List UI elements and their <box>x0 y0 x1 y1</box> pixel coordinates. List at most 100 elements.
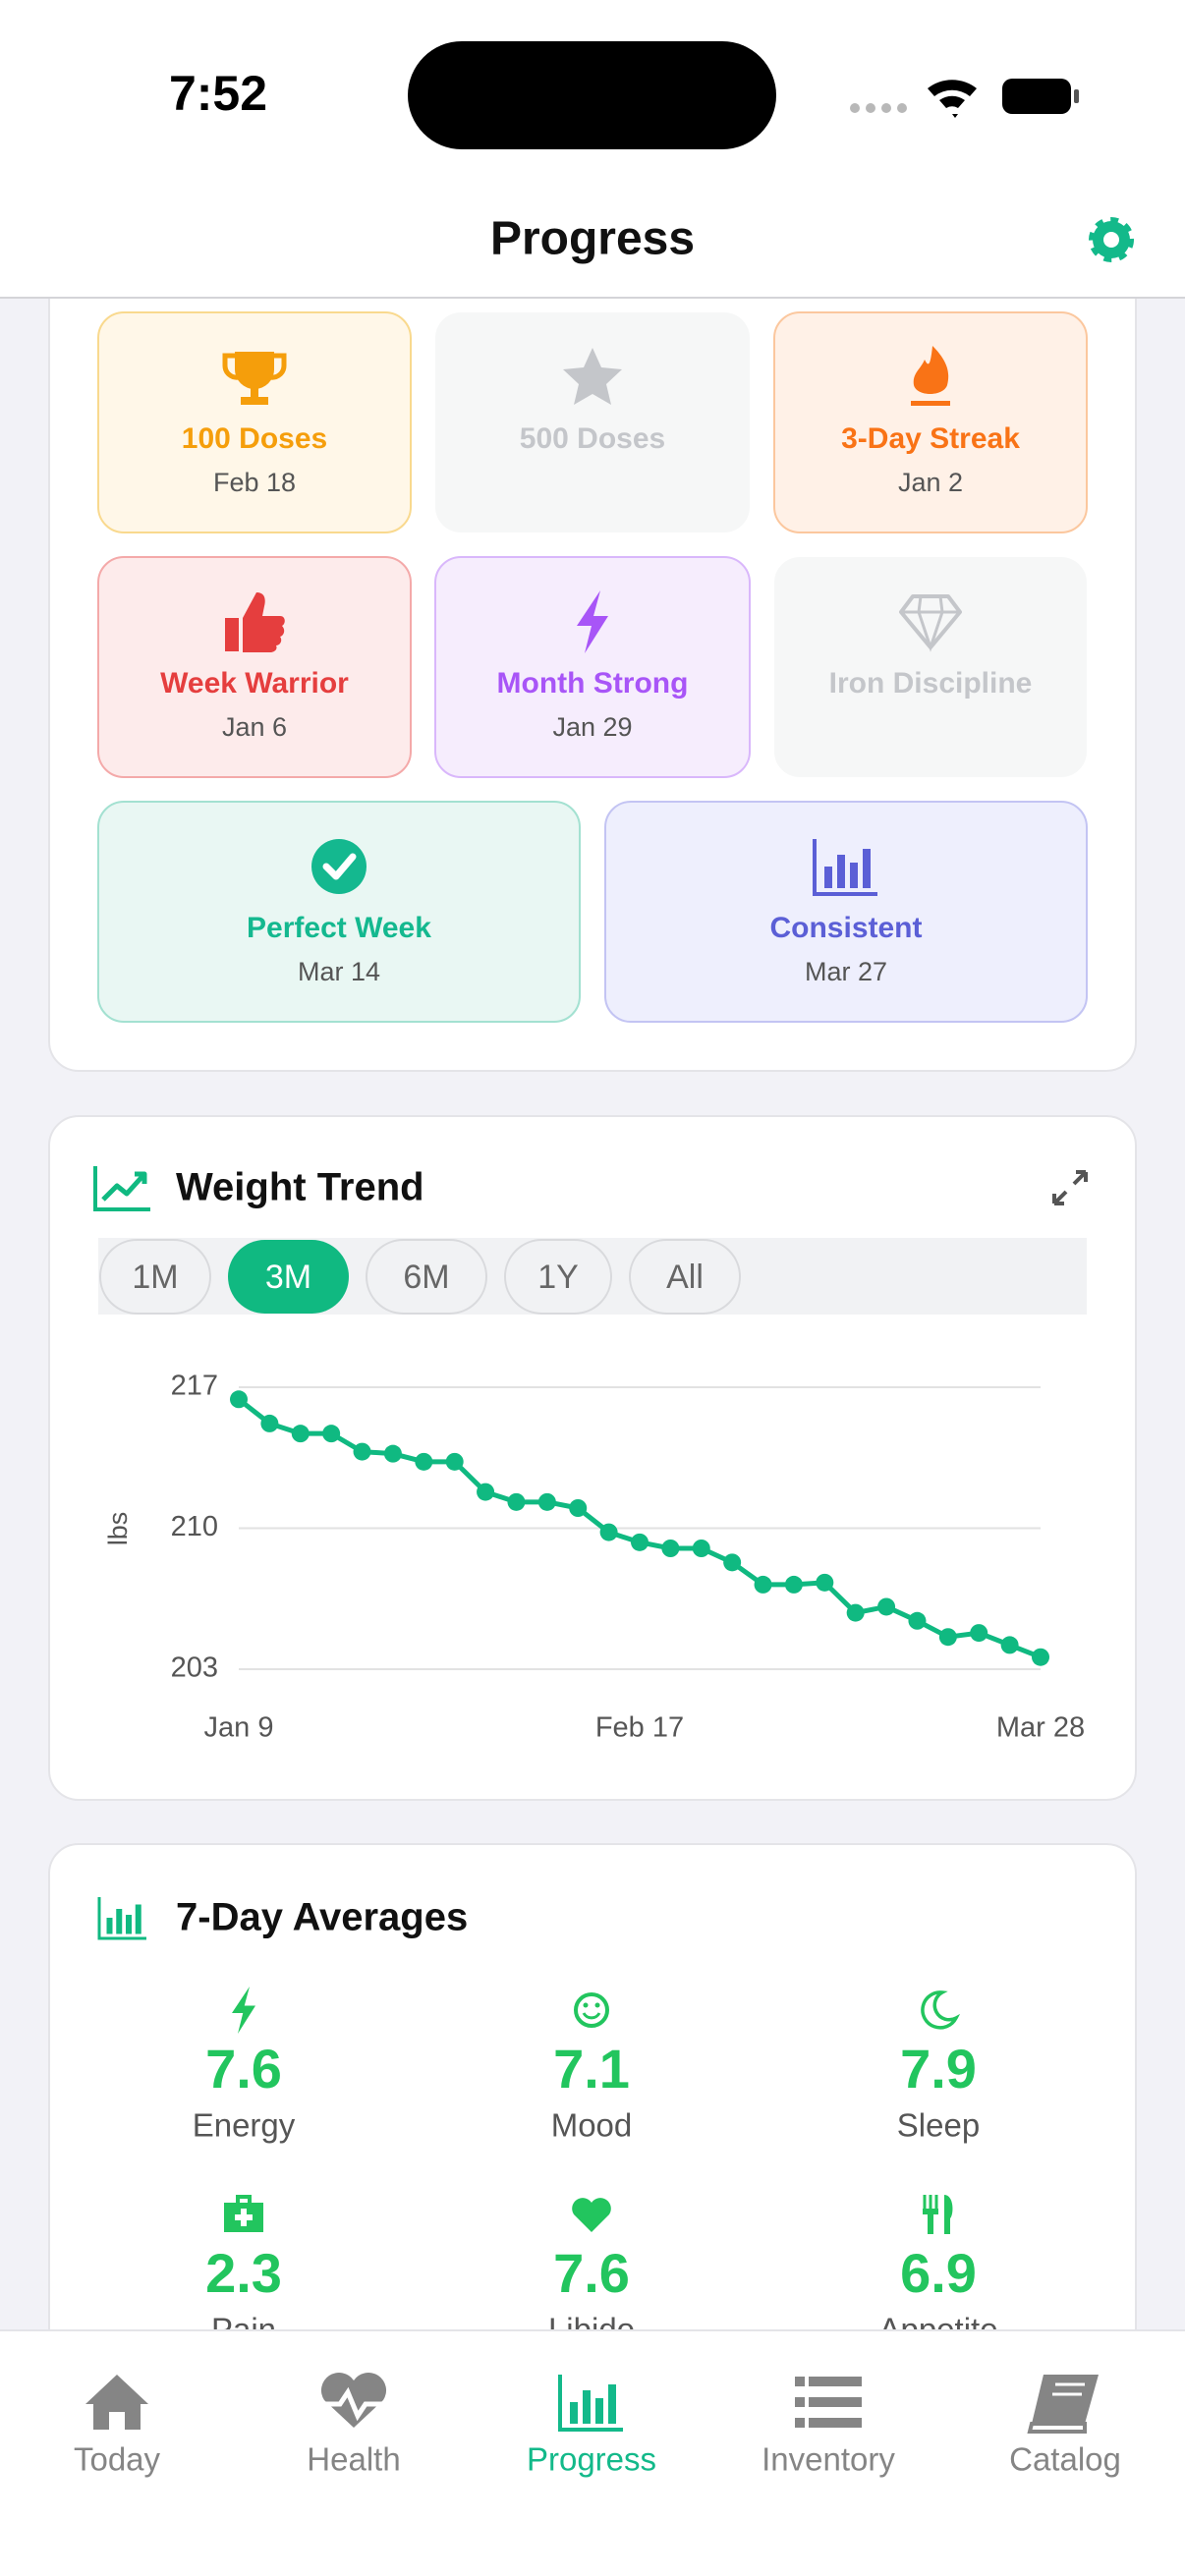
icon-part <box>921 1990 961 2030</box>
icon-part <box>106 1904 141 1934</box>
icon-part <box>583 2002 589 2008</box>
dynamic-island <box>408 41 776 149</box>
data-point <box>723 1553 742 1572</box>
card <box>48 1115 1137 1801</box>
period-pill <box>629 1239 741 1315</box>
badge-bg <box>434 556 751 778</box>
average-value: 7.6 <box>553 2242 630 2304</box>
data-point <box>230 1390 248 1409</box>
period-button[interactable]: 3M <box>228 1240 349 1314</box>
badge-bg <box>604 801 1088 1023</box>
period-label: 1Y <box>537 1259 579 1296</box>
icon-part <box>570 2384 616 2424</box>
tab-bar-bg <box>0 2330 1185 2576</box>
icon[interactable] <box>1089 217 1134 262</box>
data-point <box>846 1603 865 1622</box>
icon-part <box>899 594 962 649</box>
wifi-icon <box>928 80 977 118</box>
tab-item[interactable]: Catalog <box>1009 2375 1121 2478</box>
period-button[interactable]: 1Y <box>504 1239 612 1315</box>
icon-part <box>582 2012 601 2020</box>
icon <box>563 348 622 405</box>
icon-part <box>232 1987 255 2034</box>
data-point <box>816 1573 834 1592</box>
icon <box>574 1992 609 2028</box>
icon-part <box>225 618 239 651</box>
icon-part <box>1052 2382 1085 2396</box>
data-point <box>260 1414 279 1432</box>
y-tick-label: 217 <box>171 1371 218 1402</box>
achievement-badge: 100 Doses Feb 18 <box>97 311 412 533</box>
icon <box>224 2195 263 2232</box>
icon-part <box>85 2375 148 2430</box>
icon-part <box>577 590 608 653</box>
tab-item[interactable]: Health <box>307 2372 401 2478</box>
tab-item[interactable]: Inventory <box>762 2377 895 2478</box>
average-value: 7.1 <box>553 2038 630 2100</box>
period-button[interactable]: 6M <box>366 1239 487 1315</box>
average-value: 7.6 <box>205 2038 282 2100</box>
tab-label: Inventory <box>762 2441 895 2478</box>
data-point <box>537 1492 556 1511</box>
icon <box>93 1166 150 1211</box>
battery-tip <box>1074 89 1079 103</box>
icon <box>911 346 950 406</box>
icon-part <box>1052 1170 1088 1205</box>
achievement-badge: Consistent Mar 27 <box>604 801 1088 1023</box>
period-button[interactable]: 1M <box>99 1239 211 1315</box>
data-point <box>477 1483 495 1501</box>
icon <box>572 2198 611 2232</box>
data-point <box>1032 1648 1049 1666</box>
icon-part <box>911 401 950 406</box>
icon-part <box>311 839 367 894</box>
signal-dot <box>881 103 891 113</box>
badge-title: Iron Discipline <box>829 667 1033 700</box>
icon-part <box>222 353 240 380</box>
badge-title: 3-Day Streak <box>841 422 1020 455</box>
icon-part <box>322 853 357 880</box>
badge-date: Feb 18 <box>213 468 296 497</box>
icon <box>232 1987 255 2034</box>
data-point <box>970 1624 988 1643</box>
badge-bg <box>773 311 1088 533</box>
icon <box>577 590 608 653</box>
period-button[interactable]: All <box>629 1239 741 1315</box>
icon-part <box>1027 2422 1087 2434</box>
icon-part <box>594 2002 600 2008</box>
y-tick-label: 210 <box>171 1511 218 1542</box>
tab-label: Health <box>307 2441 400 2478</box>
icon-part <box>235 352 274 389</box>
data-point <box>383 1444 402 1463</box>
data-point <box>507 1492 526 1511</box>
icon-part <box>97 1897 146 1940</box>
tab-label: Today <box>74 2441 161 2478</box>
badge-title: Consistent <box>769 912 922 944</box>
icon-part <box>574 1992 609 2028</box>
icon-part <box>243 592 285 652</box>
tab-item[interactable]: Progress <box>527 2375 656 2478</box>
data-point <box>569 1499 588 1517</box>
achievement-badge: 3-Day Streak Jan 2 <box>773 311 1088 533</box>
tab-item[interactable]: Today <box>74 2375 161 2478</box>
data-point <box>631 1533 649 1551</box>
icon-part <box>251 387 258 397</box>
icon-part <box>572 2198 611 2232</box>
icon <box>921 1990 961 2030</box>
data-point <box>291 1425 310 1443</box>
signal-dot <box>866 103 875 113</box>
x-tick-label: Mar 28 <box>996 1712 1085 1744</box>
period-label: 3M <box>265 1259 311 1296</box>
data-point <box>938 1628 957 1647</box>
signal-dot <box>897 103 907 113</box>
icon-part <box>913 346 949 394</box>
data-point <box>754 1575 772 1594</box>
period-label: 1M <box>132 1259 178 1296</box>
icon <box>923 2195 953 2234</box>
icon <box>558 2375 623 2432</box>
badge-title: 500 Doses <box>520 422 665 455</box>
achievement-badge: Month Strong Jan 29 <box>434 556 751 778</box>
period-pill <box>366 1239 487 1315</box>
icon <box>222 352 287 405</box>
icon <box>85 2375 148 2430</box>
